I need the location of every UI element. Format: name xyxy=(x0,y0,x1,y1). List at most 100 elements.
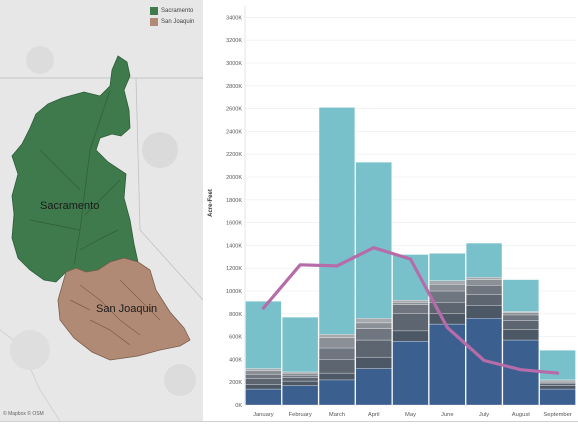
san-joaquin-basin[interactable] xyxy=(57,257,191,361)
y-tick-label: 800K xyxy=(229,312,242,318)
line-point xyxy=(298,263,302,266)
bar-segment[interactable] xyxy=(245,374,282,379)
terrain-patch xyxy=(142,132,178,168)
bar-segment[interactable] xyxy=(392,299,429,303)
bar-segment[interactable] xyxy=(318,337,355,349)
bar-segment[interactable] xyxy=(355,328,392,341)
bar-segment[interactable] xyxy=(245,301,282,369)
bar-segment[interactable] xyxy=(282,372,319,376)
bar-segment[interactable] xyxy=(392,313,429,332)
bar-segment[interactable] xyxy=(466,279,503,286)
bar-segment[interactable] xyxy=(539,382,576,384)
x-tick-label: June xyxy=(441,412,454,418)
bar-segment[interactable] xyxy=(318,347,355,360)
chart-panel: Acre-Feet 0K 200K 400K 600K 800K 1000K 1200K 14… xyxy=(205,0,578,429)
map-legend: Sacramento San Joaquin xyxy=(150,6,194,28)
bar-segment[interactable] xyxy=(466,277,503,280)
bar-line-chart[interactable]: 0K 200K 400K 600K 800K 1000K 1200K 1400K 1600K 18… xyxy=(205,0,578,429)
bar-segment[interactable] xyxy=(502,329,539,341)
bar-segment[interactable] xyxy=(466,242,503,278)
bar-segment[interactable] xyxy=(245,368,282,371)
bar-segment[interactable] xyxy=(502,312,539,316)
bar-segment[interactable] xyxy=(539,350,576,381)
bar-segment[interactable] xyxy=(318,359,355,374)
bar-segment[interactable] xyxy=(245,384,282,390)
y-tick-label: 400K xyxy=(229,357,242,363)
x-tick-label: August xyxy=(512,412,530,418)
terrain-patch xyxy=(10,330,50,370)
line-point xyxy=(409,257,412,261)
map-attribution: © Mapbox © OSM xyxy=(3,411,44,417)
x-tick-label: May xyxy=(405,412,416,418)
bar-segment[interactable] xyxy=(318,372,355,381)
bar-segment[interactable] xyxy=(466,305,503,319)
bar-segment[interactable] xyxy=(502,279,539,312)
bar-segment[interactable] xyxy=(502,314,539,321)
bar-segment[interactable] xyxy=(429,284,466,292)
legend-label: San Joaquin xyxy=(161,19,195,25)
bar-segment[interactable] xyxy=(355,339,392,358)
bar-segment[interactable] xyxy=(392,330,429,342)
bar-segment[interactable] xyxy=(245,388,282,406)
san-joaquin-region-label: San Joaquin xyxy=(96,303,158,315)
bar-segment[interactable] xyxy=(466,285,503,295)
x-tick-label: January xyxy=(253,412,274,418)
bar-segment[interactable] xyxy=(282,377,319,382)
bar-segment[interactable] xyxy=(539,379,576,382)
y-tick-label: 3000K xyxy=(226,61,242,67)
bar-segment[interactable] xyxy=(429,280,466,285)
bar-segment[interactable] xyxy=(318,107,355,335)
line-point xyxy=(556,371,559,375)
bar-segment[interactable] xyxy=(282,385,319,406)
x-tick-label: April xyxy=(368,412,380,418)
bar-segment[interactable] xyxy=(466,294,503,306)
bar-segment[interactable] xyxy=(355,318,392,324)
line-point xyxy=(262,306,265,310)
bar-segment[interactable] xyxy=(429,323,466,406)
bar-segment[interactable] xyxy=(539,380,576,383)
y-tick-label: 3400K xyxy=(226,15,242,21)
y-tick-label: 2000K xyxy=(226,175,242,181)
bar-segment[interactable] xyxy=(392,341,429,406)
legend-item-sacramento[interactable]: Sacramento xyxy=(150,6,194,16)
bar-segment[interactable] xyxy=(392,304,429,314)
bar-segment[interactable] xyxy=(282,375,319,378)
bar-segment[interactable] xyxy=(392,302,429,305)
bar-segment[interactable] xyxy=(539,383,576,386)
line-point xyxy=(446,326,449,329)
sacramento-region-label: Sacramento xyxy=(40,200,100,212)
bar-segment[interactable] xyxy=(429,253,466,281)
y-tick-label: 1400K xyxy=(226,243,242,249)
bar-segment[interactable] xyxy=(355,368,392,406)
bar-segment[interactable] xyxy=(282,371,319,374)
legend-swatch xyxy=(150,7,158,15)
y-tick-label: 1000K xyxy=(226,289,242,295)
sacramento-basin[interactable] xyxy=(11,55,139,283)
bar-segment[interactable] xyxy=(282,380,319,386)
y-tick-label: 600K xyxy=(229,335,242,341)
legend-item-san-joaquin[interactable]: San Joaquin xyxy=(150,17,194,27)
bar-segment[interactable] xyxy=(502,311,539,313)
bar-segment[interactable] xyxy=(429,313,466,325)
y-tick-label: 0K xyxy=(235,403,242,409)
bar-segment[interactable] xyxy=(355,356,392,369)
x-tick-label: March xyxy=(329,412,345,418)
bar-segment[interactable] xyxy=(539,388,576,406)
y-tick-label: 200K xyxy=(229,380,242,386)
watershed-map[interactable]: Sacramento San Joaquin Sacramento San Jo… xyxy=(0,0,203,421)
bar-segment[interactable] xyxy=(355,162,392,319)
bar-segment[interactable] xyxy=(355,322,392,329)
terrain-patch xyxy=(26,46,54,74)
bar-segment[interactable] xyxy=(282,317,319,373)
bar-segment[interactable] xyxy=(539,385,576,390)
bar-segment[interactable] xyxy=(245,370,282,375)
bottom-divider xyxy=(0,421,578,422)
x-tick-label: February xyxy=(289,412,312,418)
bar-segment[interactable] xyxy=(429,290,466,303)
x-tick-label: September xyxy=(543,412,571,418)
bar-segment[interactable] xyxy=(318,379,355,406)
bar-segment[interactable] xyxy=(318,334,355,338)
bar-segment[interactable] xyxy=(502,320,539,330)
bar-segment[interactable] xyxy=(245,378,282,385)
bar-segment[interactable] xyxy=(502,339,539,406)
